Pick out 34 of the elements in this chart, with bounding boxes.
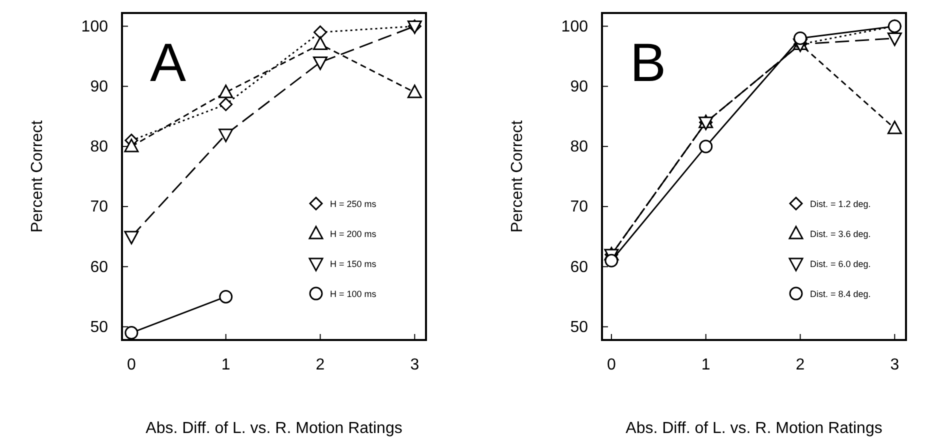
y-tick-label: 80	[570, 138, 588, 156]
y-tick-label: 50	[90, 318, 108, 336]
legend-label: Dist. = 8.4 deg.	[810, 289, 871, 300]
chart-title: A	[150, 33, 186, 93]
y-tick-label: 70	[90, 198, 108, 216]
y-axis-title: Percent Correct	[29, 120, 46, 233]
y-tick-label: 80	[90, 138, 108, 156]
x-tick-label: 1	[221, 356, 230, 374]
legend-label: H = 200 ms	[330, 229, 377, 240]
y-tick-label: 100	[561, 18, 588, 36]
legend-label: Dist. = 3.6 deg.	[810, 229, 871, 240]
y-tick-label: 50	[570, 318, 588, 336]
chart-title: B	[630, 33, 666, 93]
y-axis-title: Percent Correct	[509, 120, 526, 233]
x-tick-label: 0	[606, 356, 616, 374]
y-tick-label: 70	[570, 198, 588, 216]
legend-label: Dist. = 1.2 deg.	[810, 199, 871, 210]
x-axis-title: Abs. Diff. of L. vs. R. Motion Ratings	[626, 420, 882, 437]
legend-label: Dist. = 6.0 deg.	[810, 259, 871, 270]
legend-label: H = 100 ms	[330, 289, 377, 300]
x-tick-label: 3	[410, 356, 420, 374]
x-tick-label: 2	[796, 356, 805, 374]
y-tick-label: 60	[90, 258, 108, 276]
y-tick-label: 90	[570, 78, 588, 96]
legend-label: H = 150 ms	[330, 259, 377, 270]
y-tick-label: 60	[570, 258, 588, 276]
y-tick-label: 90	[90, 78, 108, 96]
x-tick-label: 0	[126, 356, 136, 374]
x-tick-label: 2	[316, 356, 325, 374]
y-tick-label: 100	[81, 18, 108, 36]
x-axis-title: Abs. Diff. of L. vs. R. Motion Ratings	[146, 420, 402, 437]
x-tick-label: 1	[701, 356, 710, 374]
x-tick-label: 3	[890, 356, 900, 374]
legend-label: H = 250 ms	[330, 199, 377, 210]
